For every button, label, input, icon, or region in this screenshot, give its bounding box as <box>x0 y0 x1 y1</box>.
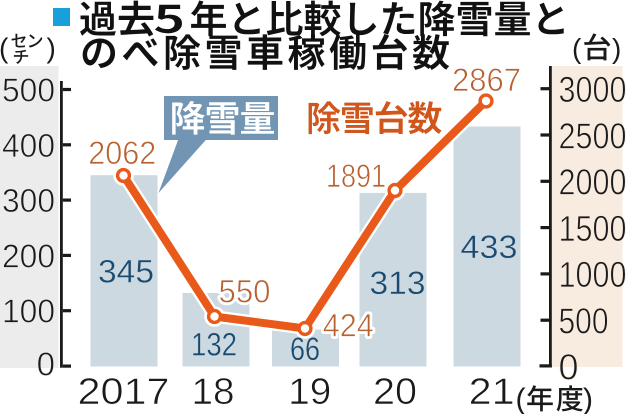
svg-text:): ) <box>612 33 621 64</box>
svg-text:21: 21 <box>469 371 515 412</box>
svg-text:20: 20 <box>373 371 417 412</box>
svg-text:18: 18 <box>192 371 235 412</box>
svg-text:433: 433 <box>461 229 518 265</box>
svg-text:0: 0 <box>37 346 55 383</box>
svg-text:(: ( <box>516 383 526 414</box>
svg-text:2062: 2062 <box>88 135 156 171</box>
svg-text:3000: 3000 <box>559 69 627 110</box>
svg-text:2017: 2017 <box>78 371 170 412</box>
svg-text:1891: 1891 <box>326 158 386 194</box>
svg-text:100: 100 <box>2 293 55 330</box>
svg-text:345: 345 <box>98 254 154 290</box>
svg-text:500: 500 <box>559 301 609 342</box>
svg-text:(: ( <box>0 33 9 64</box>
svg-text:): ) <box>47 33 56 64</box>
svg-text:19: 19 <box>288 371 331 412</box>
svg-text:313: 313 <box>370 265 426 301</box>
svg-text:132: 132 <box>191 327 237 363</box>
svg-text:550: 550 <box>219 274 271 310</box>
svg-text:424: 424 <box>323 308 374 344</box>
svg-text:1000: 1000 <box>559 254 627 295</box>
svg-text:66: 66 <box>290 331 320 367</box>
svg-text:300: 300 <box>2 182 55 219</box>
svg-text:2867: 2867 <box>452 62 521 98</box>
svg-text:550: 550 <box>219 274 271 310</box>
svg-text:1891: 1891 <box>326 158 386 194</box>
svg-text:1500: 1500 <box>559 208 627 249</box>
svg-text:): ) <box>583 383 593 414</box>
svg-text:0: 0 <box>559 346 579 387</box>
svg-text:424: 424 <box>323 308 374 344</box>
svg-text:2867: 2867 <box>452 62 521 98</box>
svg-text:200: 200 <box>2 237 55 274</box>
svg-text:500: 500 <box>2 72 55 109</box>
svg-text:2062: 2062 <box>88 135 156 171</box>
svg-text:(: ( <box>572 33 582 64</box>
svg-text:2000: 2000 <box>559 162 627 203</box>
svg-text:400: 400 <box>2 127 55 164</box>
svg-text:2500: 2500 <box>559 115 627 156</box>
